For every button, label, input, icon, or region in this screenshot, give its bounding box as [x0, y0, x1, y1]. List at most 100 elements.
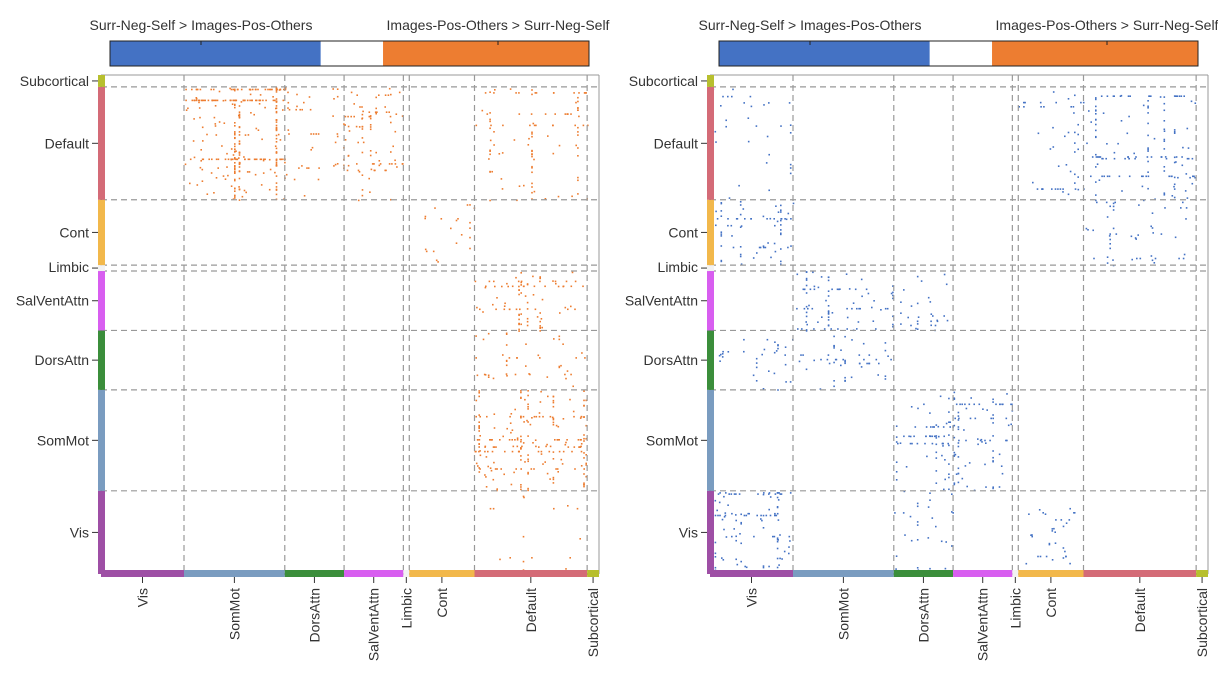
- matrix-dot: [964, 465, 967, 467]
- matrix-dot: [583, 440, 585, 442]
- matrix-dot: [489, 149, 491, 152]
- matrix-dot: [720, 215, 723, 217]
- matrix-dot: [909, 435, 912, 438]
- matrix-dot: [275, 101, 278, 103]
- matrix-dot: [489, 91, 491, 93]
- matrix-dot: [953, 454, 956, 456]
- matrix-dot: [1163, 140, 1166, 142]
- matrix-dot: [201, 126, 204, 129]
- matrix-dot: [491, 170, 493, 173]
- matrix-dot: [862, 342, 865, 345]
- matrix-dot: [1133, 152, 1135, 155]
- matrix-dot: [848, 288, 851, 290]
- matrix-dot: [231, 103, 234, 105]
- matrix-dot: [911, 442, 913, 445]
- matrix-dot: [229, 99, 232, 102]
- matrix-dot: [582, 124, 585, 127]
- matrix-dot: [552, 395, 555, 398]
- matrix-dot: [493, 280, 495, 283]
- matrix-dot: [213, 99, 216, 102]
- matrix-dot: [534, 308, 537, 311]
- matrix-dot: [875, 328, 877, 330]
- matrix-dot: [1151, 259, 1154, 262]
- matrix-dot: [916, 302, 919, 305]
- matrix-dot: [877, 374, 879, 376]
- matrix-dot: [813, 285, 816, 288]
- matrix-dot: [577, 147, 579, 149]
- matrix-dot: [916, 323, 919, 325]
- matrix-dot: [873, 300, 875, 302]
- matrix-dot: [1160, 156, 1163, 158]
- matrix-dot: [715, 210, 717, 213]
- matrix-dot: [539, 312, 541, 314]
- matrix-dot: [802, 288, 805, 291]
- matrix-dot: [907, 316, 909, 319]
- matrix-dot: [1194, 102, 1197, 104]
- matrix-dot: [927, 506, 930, 508]
- matrix-dot: [720, 233, 723, 235]
- matrix-dot: [567, 446, 570, 448]
- matrix-dot: [1064, 135, 1066, 138]
- matrix-dot: [830, 328, 832, 330]
- matrix-dot: [539, 280, 541, 283]
- matrix-dot: [739, 246, 742, 248]
- matrix-dot: [493, 427, 496, 429]
- matrix-dot: [490, 469, 493, 472]
- matrix-dot: [542, 415, 544, 418]
- matrix-dot: [1054, 542, 1057, 544]
- matrix-dot: [948, 397, 950, 400]
- matrix-dot: [469, 204, 471, 206]
- matrix-dot: [1182, 257, 1185, 260]
- matrix-dot: [577, 439, 580, 441]
- matrix-dot: [820, 276, 823, 278]
- matrix-dot: [535, 445, 537, 448]
- y-tick-label-salventattn: SalVentAttn: [625, 293, 698, 309]
- matrix-dot: [768, 565, 770, 568]
- matrix-dot: [733, 528, 735, 530]
- matrix-dot: [390, 93, 392, 96]
- matrix-dot: [570, 305, 572, 308]
- matrix-dot: [515, 276, 517, 279]
- matrix-dot: [495, 308, 497, 311]
- matrix-dot: [831, 288, 833, 291]
- matrix-dot: [762, 493, 765, 496]
- matrix-dot: [736, 563, 739, 566]
- matrix-dot: [542, 463, 544, 465]
- matrix-dot: [552, 421, 555, 424]
- matrix-dot: [886, 307, 889, 310]
- matrix-dot: [198, 101, 200, 104]
- matrix-dot: [1178, 95, 1181, 97]
- matrix-dot: [826, 358, 829, 361]
- matrix-dot: [951, 545, 953, 547]
- matrix-dot: [935, 435, 938, 437]
- matrix-dot: [520, 280, 523, 283]
- matrix-dot: [1139, 257, 1142, 260]
- y-tick-label-limbic: Limbic: [49, 259, 89, 275]
- matrix-dot: [527, 473, 529, 475]
- matrix-dot: [215, 158, 218, 161]
- matrix-dot: [1067, 193, 1070, 196]
- matrix-dot: [1175, 156, 1178, 158]
- matrix-dot: [723, 528, 725, 531]
- matrix-dot: [481, 109, 484, 112]
- matrix-dot: [776, 492, 779, 494]
- matrix-dot: [244, 134, 247, 136]
- matrix-dot: [1128, 175, 1131, 178]
- matrix-dot: [238, 151, 241, 154]
- colorbar-frame: [109, 40, 590, 67]
- matrix-dot: [520, 391, 522, 394]
- matrix-dot: [518, 328, 520, 331]
- matrix-dot: [1150, 95, 1152, 97]
- matrix-dot: [243, 156, 245, 158]
- matrix-dot: [234, 162, 236, 164]
- matrix-dot: [762, 215, 765, 218]
- matrix-dot: [925, 435, 927, 438]
- matrix-dot: [507, 285, 509, 288]
- matrix-dot: [1038, 509, 1041, 511]
- matrix-dot: [1112, 95, 1115, 97]
- matrix-dot: [540, 390, 542, 393]
- matrix-dot: [271, 88, 273, 91]
- x-tick-label-limbic: Limbic: [1007, 588, 1023, 628]
- matrix-dot: [1067, 131, 1070, 134]
- matrix-dot: [755, 357, 758, 360]
